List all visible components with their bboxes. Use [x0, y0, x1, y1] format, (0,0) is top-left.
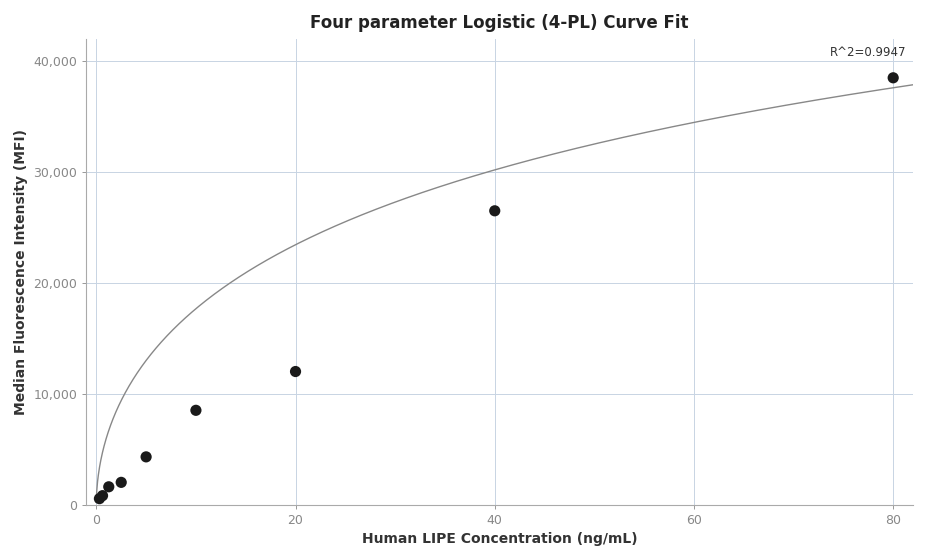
Point — [92, 494, 107, 503]
X-axis label: Human LIPE Concentration (ng/mL): Human LIPE Concentration (ng/mL) — [362, 532, 638, 546]
Point — [95, 491, 110, 500]
Point — [114, 478, 129, 487]
Title: Four parameter Logistic (4-PL) Curve Fit: Four parameter Logistic (4-PL) Curve Fit — [311, 14, 689, 32]
Text: R^2=0.9947: R^2=0.9947 — [830, 46, 907, 59]
Point — [188, 406, 203, 415]
Y-axis label: Median Fluorescence Intensity (MFI): Median Fluorescence Intensity (MFI) — [14, 129, 28, 415]
Point — [139, 452, 154, 461]
Point — [488, 206, 502, 215]
Point — [288, 367, 303, 376]
Point — [101, 482, 116, 491]
Point — [886, 73, 901, 82]
